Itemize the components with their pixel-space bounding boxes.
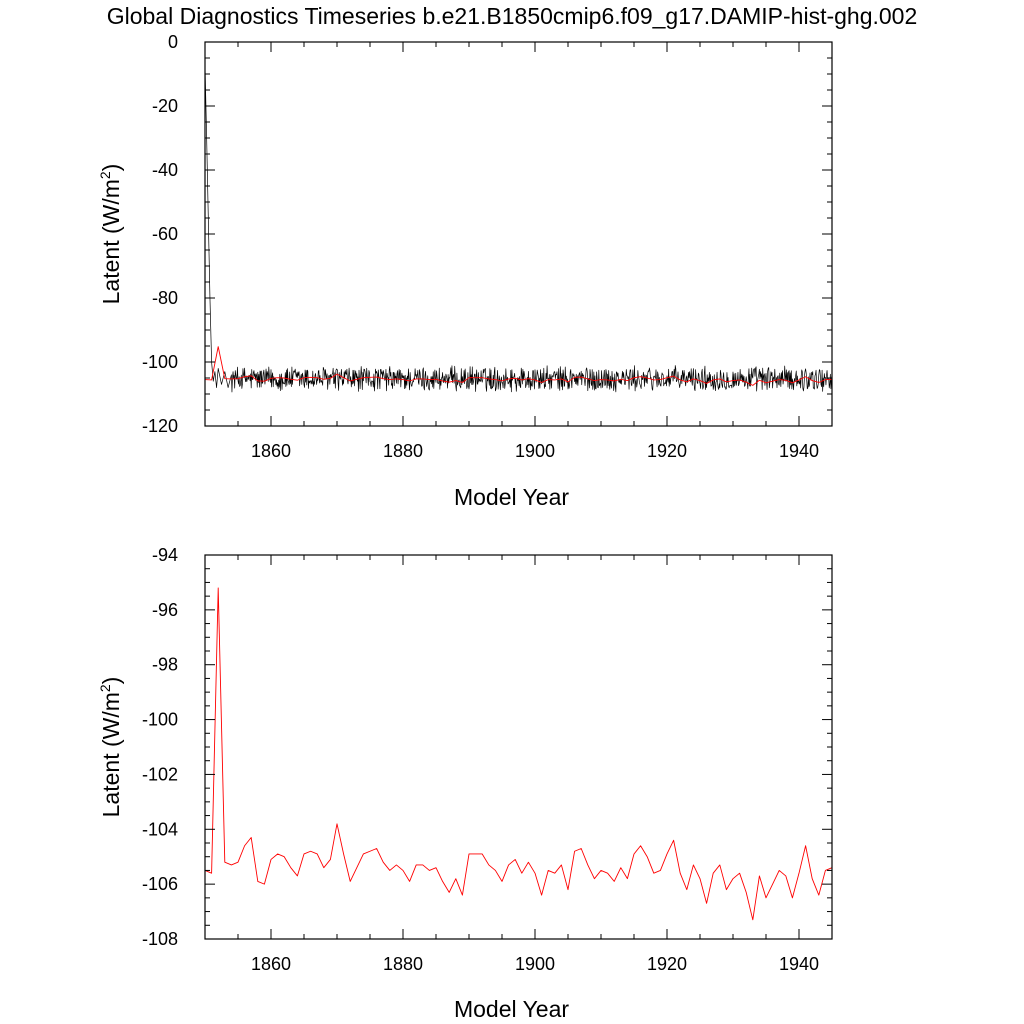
bottom-panel-annual-series-line [204, 587, 833, 921]
top-panel-y-tick-label: -120 [142, 416, 178, 436]
bottom-panel-y-tick-label: -94 [152, 545, 178, 565]
top-panel-annual-series-line [204, 346, 833, 386]
top-panel: 1860 1880 1900 1920 1940 0 -20 -40 -60 -80 -100 -12… [97, 32, 833, 510]
bottom-panel-x-tick-label: 1860 [251, 954, 291, 974]
top-panel-x-axis-title: Model Year [454, 484, 569, 510]
bottom-panel-y-axis-title-sup: 2 [97, 684, 113, 692]
top-panel-y-axis-title-end: ) [98, 164, 124, 172]
bottom-panel-y-axis-title: Latent (W/m2) [97, 677, 124, 818]
top-panel-series [204, 64, 833, 393]
bottom-panel-y-tick-label: -100 [142, 710, 178, 730]
top-panel-x-tick-label: 1860 [251, 441, 291, 461]
top-panel-x-tick-label: 1920 [647, 441, 687, 461]
bottom-panel-y-tick-label: -98 [152, 655, 178, 675]
top-panel-x-tick-label: 1940 [779, 441, 819, 461]
bottom-panel-ticks: 1860 1880 1900 1920 1940 -94 -96 -98 -100 -102 -10… [142, 545, 833, 974]
top-panel-y-tick-label: -60 [152, 224, 178, 244]
figure-title: Global Diagnostics Timeseries b.e21.B185… [107, 3, 918, 29]
bottom-panel: 1860 1880 1900 1920 1940 -94 -96 -98 -100 -102 -10… [97, 545, 833, 1022]
bottom-panel-y-tick-label: -104 [142, 819, 178, 839]
bottom-panel-y-tick-label: -102 [142, 764, 178, 784]
top-panel-y-tick-label: -80 [152, 288, 178, 308]
bottom-panel-x-tick-label: 1940 [779, 954, 819, 974]
bottom-panel-x-axis-title: Model Year [454, 996, 569, 1022]
bottom-panel-series [204, 587, 833, 921]
top-panel-y-axis-title-sup: 2 [97, 171, 113, 179]
bottom-panel-frame [204, 554, 833, 940]
bottom-panel-y-tick-label: -96 [152, 600, 178, 620]
bottom-panel-y-axis-title-main: Latent (W/m [98, 692, 124, 817]
bottom-panel-x-tick-label: 1900 [515, 954, 555, 974]
top-panel-y-tick-label: -20 [152, 96, 178, 116]
top-panel-monthly-series-line [204, 64, 833, 393]
bottom-panel-y-tick-label: -108 [142, 929, 178, 949]
top-panel-frame [204, 41, 833, 427]
bottom-panel-y-tick-label: -106 [142, 874, 178, 894]
top-panel-x-tick-label: 1900 [515, 441, 555, 461]
top-panel-y-tick-label: 0 [168, 32, 178, 52]
bottom-panel-x-tick-label: 1920 [647, 954, 687, 974]
top-panel-ticks: 1860 1880 1900 1920 1940 0 -20 -40 -60 -80 -100 -12… [142, 32, 833, 461]
top-panel-y-tick-label: -100 [142, 352, 178, 372]
top-panel-y-axis-title: Latent (W/m2) [97, 164, 124, 305]
top-panel-y-tick-label: -40 [152, 160, 178, 180]
bottom-panel-x-tick-label: 1880 [383, 954, 423, 974]
bottom-panel-y-axis-title-end: ) [98, 677, 124, 685]
top-panel-x-tick-label: 1880 [383, 441, 423, 461]
top-panel-y-axis-title-main: Latent (W/m [98, 179, 124, 304]
